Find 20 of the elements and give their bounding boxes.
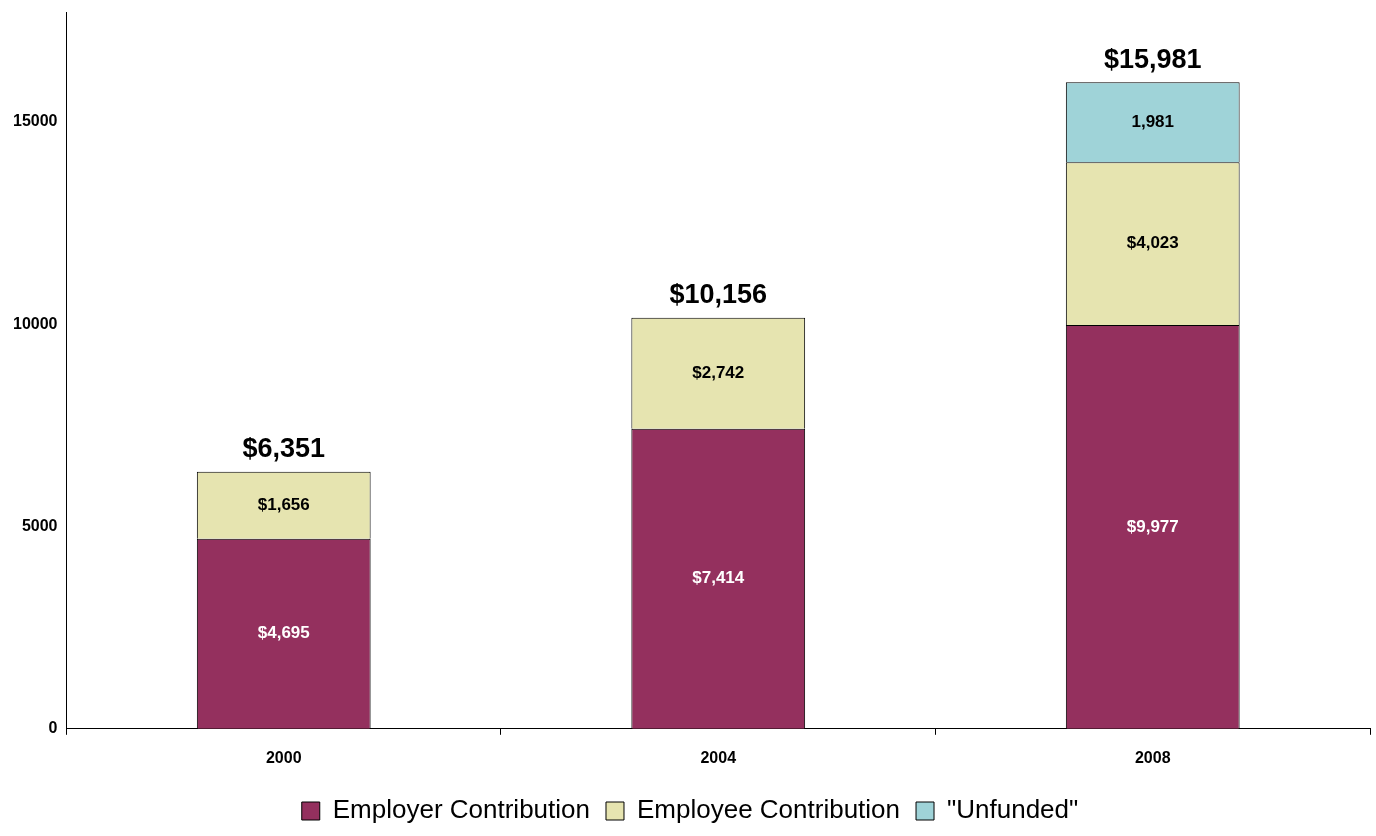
data-label: $1,656	[257, 495, 310, 515]
total-label: $15,981	[1103, 43, 1202, 74]
y-tick-label: 15000	[12, 112, 58, 130]
data-label: $7,414	[692, 568, 745, 588]
data-label: 1,981	[1131, 111, 1175, 131]
y-tick-label: 0	[48, 719, 58, 737]
data-label: $2,742	[692, 363, 745, 383]
legend-label: Employee Contribution	[636, 794, 901, 825]
total-label: $6,351	[242, 433, 326, 464]
total-label: $10,156	[669, 279, 768, 310]
y-tick-label: 10000	[12, 314, 58, 332]
legend-label: Employer Contribution	[332, 794, 590, 825]
legend-label: "Unfunded"	[947, 794, 1079, 825]
x-tick-label: 2008	[1134, 748, 1171, 766]
y-tick-label: 5000	[21, 516, 58, 534]
data-label: $9,977	[1126, 516, 1179, 536]
x-tick-label: 2004	[700, 748, 737, 766]
data-label: $4,695	[257, 623, 310, 643]
data-label: $4,023	[1126, 233, 1179, 253]
x-tick-label: 2000	[265, 748, 302, 766]
